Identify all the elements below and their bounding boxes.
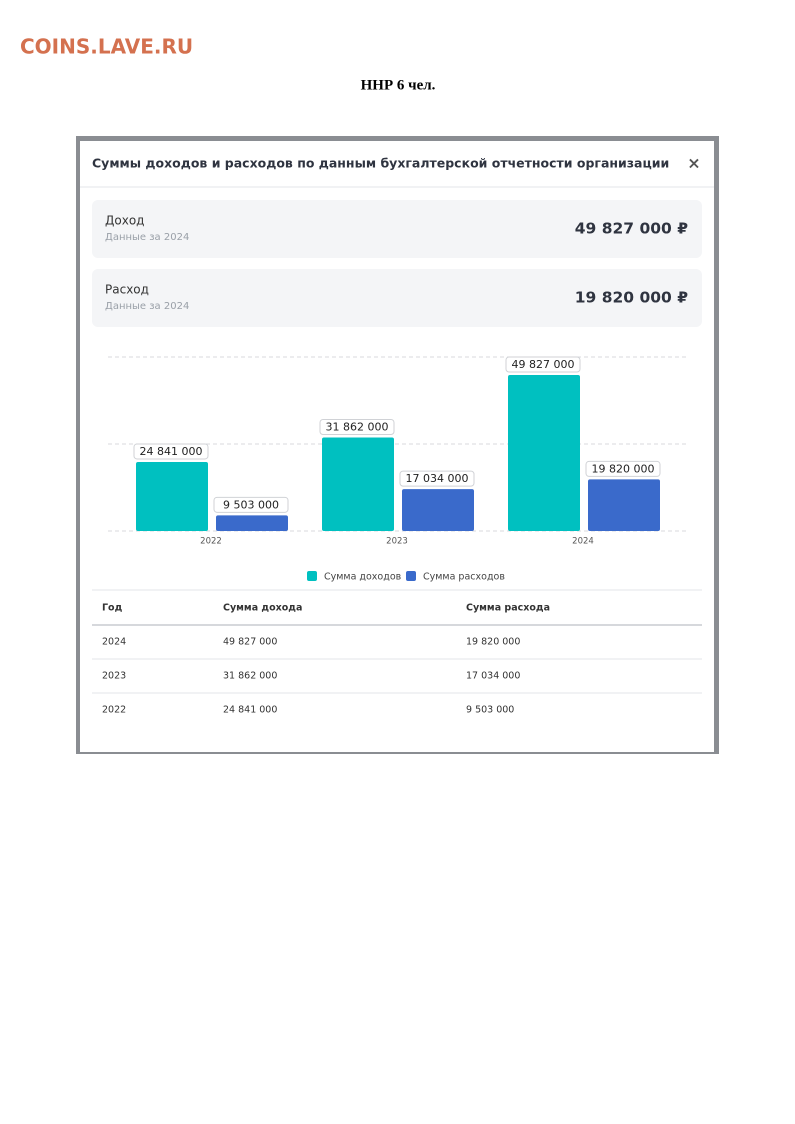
value-label: 24 841 000	[140, 445, 203, 458]
bar	[322, 437, 394, 531]
table-cell: 17 034 000	[466, 671, 520, 682]
table-header: Год	[102, 603, 123, 614]
table-cell: 24 841 000	[223, 705, 277, 716]
bar	[136, 461, 208, 531]
value-label: 49 827 000	[512, 358, 575, 371]
card	[92, 200, 702, 258]
card-note: Данные за 2024	[105, 301, 189, 312]
table-cell: 19 820 000	[466, 637, 520, 648]
x-tick-label: 2024	[572, 537, 594, 547]
legend-swatch	[307, 571, 317, 581]
x-tick-label: 2022	[200, 537, 222, 547]
x-tick-label: 2023	[386, 537, 408, 547]
value-label-box	[319, 419, 395, 436]
card-label: Доход	[105, 214, 144, 228]
table-header: Сумма расхода	[466, 603, 550, 614]
value-label: 31 862 000	[326, 421, 389, 434]
card-amount: 19 820 000 ₽	[575, 289, 688, 307]
watermark: COINS.LAVE.RU	[20, 35, 193, 59]
table-cell: 9 503 000	[466, 705, 514, 716]
heading: ННР 6 чел.	[361, 77, 436, 93]
table-cell: 2022	[102, 705, 126, 716]
card-amount: 49 827 000 ₽	[575, 220, 688, 238]
legend-label: Сумма доходов	[324, 572, 402, 583]
value-label-box	[505, 356, 581, 373]
value-label: 19 820 000	[592, 462, 655, 475]
value-label: 9 503 000	[223, 498, 279, 511]
table-cell: 2024	[102, 637, 126, 648]
value-label-box	[133, 443, 209, 460]
table-cell: 2023	[102, 671, 126, 682]
legend-label: Сумма расходов	[423, 572, 505, 583]
bar	[588, 479, 660, 531]
bar	[402, 489, 474, 531]
value-label-box	[399, 470, 475, 487]
card-label: Расход	[105, 283, 149, 297]
modal-title: Суммы доходов и расходов по данным бухга…	[92, 156, 669, 171]
table-cell: 49 827 000	[223, 637, 277, 648]
value-label-box	[213, 496, 289, 513]
card-note: Данные за 2024	[105, 232, 189, 243]
table-cell: 31 862 000	[223, 671, 277, 682]
bar	[508, 375, 580, 531]
legend-swatch	[406, 571, 416, 581]
value-label: 17 034 000	[406, 472, 469, 485]
card	[92, 269, 702, 327]
table-header: Сумма дохода	[223, 603, 302, 614]
close-button[interactable]: ×	[687, 154, 700, 173]
bar	[216, 515, 288, 531]
value-label-box	[585, 460, 661, 477]
